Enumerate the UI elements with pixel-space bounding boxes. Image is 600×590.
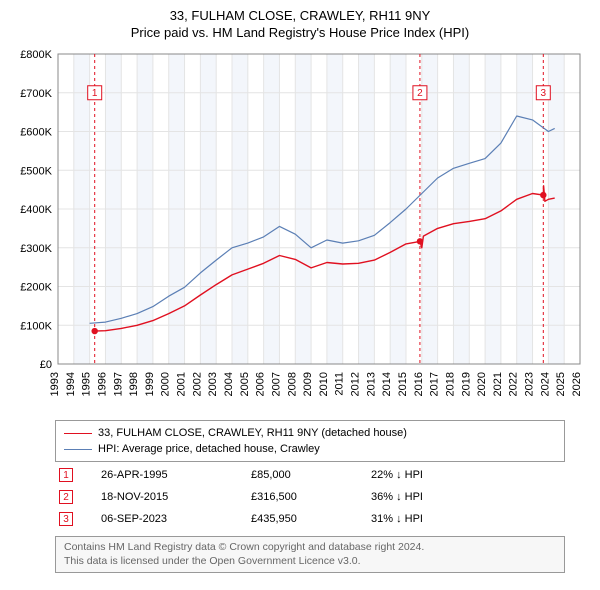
marker-badge: 3 (59, 512, 73, 526)
marker-date: 18-NOV-2015 (101, 491, 251, 503)
svg-text:2010: 2010 (318, 372, 330, 396)
marker-date: 06-SEP-2023 (101, 513, 251, 525)
marker-price: £85,000 (251, 469, 371, 481)
legend-swatch (64, 449, 92, 450)
svg-text:£100K: £100K (20, 320, 52, 332)
svg-text:2019: 2019 (460, 372, 472, 396)
svg-text:1996: 1996 (96, 372, 108, 396)
marker-relative: 36% ↓ HPI (371, 491, 565, 503)
svg-text:£500K: £500K (20, 165, 52, 177)
svg-text:2004: 2004 (223, 372, 235, 396)
svg-text:2012: 2012 (350, 372, 362, 396)
svg-text:1998: 1998 (128, 372, 140, 396)
marker-row: 3 06-SEP-2023£435,95031% ↓ HPI (55, 508, 565, 530)
marker-row: 1 26-APR-1995£85,00022% ↓ HPI (55, 464, 565, 486)
marker-relative: 22% ↓ HPI (371, 469, 565, 481)
svg-text:2016: 2016 (413, 372, 425, 396)
svg-text:2006: 2006 (255, 372, 267, 396)
marker-table: 1 26-APR-1995£85,00022% ↓ HPI 2 18-NOV-2015… (55, 464, 565, 530)
svg-text:2007: 2007 (270, 372, 282, 396)
svg-text:2022: 2022 (508, 372, 520, 396)
svg-text:2017: 2017 (429, 372, 441, 396)
svg-text:2002: 2002 (191, 372, 203, 396)
svg-text:2009: 2009 (302, 372, 314, 396)
footer-attribution: Contains HM Land Registry data © Crown c… (55, 536, 565, 573)
legend-item: HPI: Average price, detached house, Craw… (64, 441, 556, 457)
legend-item: 33, FULHAM CLOSE, CRAWLEY, RH11 9NY (det… (64, 425, 556, 441)
svg-text:1: 1 (92, 88, 98, 99)
svg-text:£600K: £600K (20, 127, 52, 139)
svg-text:£300K: £300K (20, 243, 52, 255)
svg-text:£400K: £400K (20, 204, 52, 216)
svg-text:2001: 2001 (176, 372, 188, 396)
page-subtitle: Price paid vs. HM Land Registry's House … (0, 23, 600, 46)
svg-text:2003: 2003 (207, 372, 219, 396)
svg-text:2008: 2008 (286, 372, 298, 396)
svg-text:2026: 2026 (571, 372, 583, 396)
svg-text:1997: 1997 (112, 372, 124, 396)
svg-text:£200K: £200K (20, 282, 52, 294)
marker-relative: 31% ↓ HPI (371, 513, 565, 525)
svg-text:1993: 1993 (49, 372, 61, 396)
page-title: 33, FULHAM CLOSE, CRAWLEY, RH11 9NY (0, 0, 600, 23)
svg-text:2023: 2023 (524, 372, 536, 396)
legend-label: HPI: Average price, detached house, Craw… (98, 441, 320, 457)
legend-label: 33, FULHAM CLOSE, CRAWLEY, RH11 9NY (det… (98, 425, 407, 441)
footer-line-1: Contains HM Land Registry data © Crown c… (64, 541, 556, 555)
footer-line-2: This data is licensed under the Open Gov… (64, 555, 556, 569)
marker-price: £316,500 (251, 491, 371, 503)
svg-text:2018: 2018 (444, 372, 456, 396)
marker-badge: 1 (59, 468, 73, 482)
svg-text:2005: 2005 (239, 372, 251, 396)
price-chart: £0 £100K £200K £300K £400K £500K £600K £700K £80… (10, 48, 590, 408)
svg-text:2020: 2020 (476, 372, 488, 396)
svg-text:£0: £0 (40, 359, 52, 371)
svg-text:1995: 1995 (81, 372, 93, 396)
svg-text:2013: 2013 (365, 372, 377, 396)
svg-text:3: 3 (541, 88, 547, 99)
svg-text:2021: 2021 (492, 372, 504, 396)
svg-text:2: 2 (417, 88, 423, 99)
svg-text:1994: 1994 (65, 372, 77, 396)
svg-text:£800K: £800K (20, 49, 52, 61)
svg-text:2000: 2000 (160, 372, 172, 396)
svg-text:2015: 2015 (397, 372, 409, 396)
svg-text:2024: 2024 (539, 372, 551, 396)
svg-text:£700K: £700K (20, 88, 52, 100)
legend: 33, FULHAM CLOSE, CRAWLEY, RH11 9NY (det… (55, 420, 565, 462)
marker-badge: 2 (59, 490, 73, 504)
legend-swatch (64, 433, 92, 434)
svg-text:2014: 2014 (381, 372, 393, 396)
marker-date: 26-APR-1995 (101, 469, 251, 481)
marker-price: £435,950 (251, 513, 371, 525)
svg-text:2025: 2025 (555, 372, 567, 396)
svg-text:2011: 2011 (334, 372, 346, 396)
svg-text:1999: 1999 (144, 372, 156, 396)
marker-row: 2 18-NOV-2015£316,50036% ↓ HPI (55, 486, 565, 508)
